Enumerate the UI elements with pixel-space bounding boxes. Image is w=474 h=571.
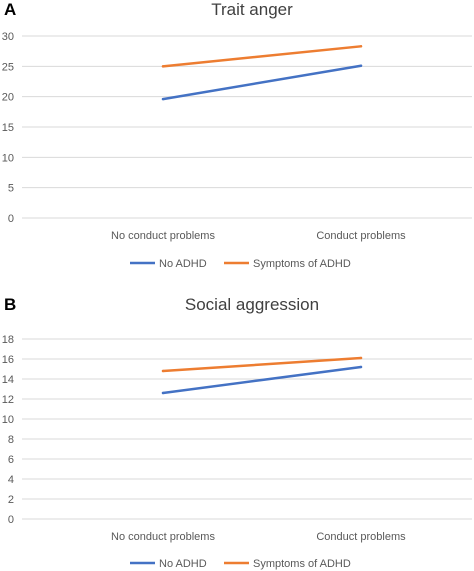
series-line-no-adhd	[161, 64, 363, 101]
series-line-symptoms-of-adhd	[161, 356, 363, 373]
legend-label: Symptoms of ADHD	[253, 558, 351, 570]
legend-label: No ADHD	[159, 558, 207, 570]
y-tick-label: 18	[2, 334, 14, 346]
x-category-label: No conduct problems	[111, 230, 215, 242]
y-tick-label: 15	[2, 122, 14, 134]
y-tick-label: 12	[2, 394, 14, 406]
y-tick-label: 25	[2, 61, 14, 73]
x-category-label: No conduct problems	[111, 531, 215, 543]
y-tick-label: 0	[8, 213, 14, 225]
y-tick-label: 16	[2, 354, 14, 366]
data-point	[359, 356, 363, 360]
y-tick-label: 5	[8, 183, 14, 195]
y-tick-label: 30	[2, 31, 14, 43]
chart-panel-b: B Social aggression 0 2 4 6 8 10 12 14 16 18 No cond…	[2, 295, 472, 570]
data-point	[161, 391, 165, 395]
x-category-label: Conduct problems	[316, 531, 406, 543]
chart-title: Social aggression	[185, 295, 319, 314]
x-category-label: Conduct problems	[316, 230, 406, 242]
y-tick-label: 8	[8, 434, 14, 446]
y-tick-label: 14	[2, 374, 14, 386]
y-tick-label: 0	[8, 514, 14, 526]
data-point	[161, 65, 165, 68]
legend-label: Symptoms of ADHD	[253, 258, 351, 270]
legend-label: No ADHD	[159, 258, 207, 270]
y-tick-label: 4	[8, 474, 14, 486]
chart-title: Trait anger	[211, 0, 293, 19]
chart-panel-a: A Trait anger 0 5 10 15 20 25 30 No conduct probl…	[2, 0, 472, 270]
data-point	[161, 97, 165, 101]
data-point	[359, 365, 363, 369]
data-point	[359, 64, 363, 67]
panel-letter: B	[4, 295, 16, 314]
y-tick-label: 2	[8, 494, 14, 506]
series-line-symptoms-of-adhd	[161, 45, 363, 68]
series-line-no-adhd	[161, 365, 363, 395]
data-point	[359, 45, 363, 48]
y-tick-label: 10	[2, 152, 14, 164]
y-tick-label: 10	[2, 414, 14, 426]
y-tick-label: 20	[2, 92, 14, 104]
panel-letter: A	[4, 0, 16, 19]
data-point	[161, 369, 165, 373]
y-tick-label: 6	[8, 454, 14, 466]
